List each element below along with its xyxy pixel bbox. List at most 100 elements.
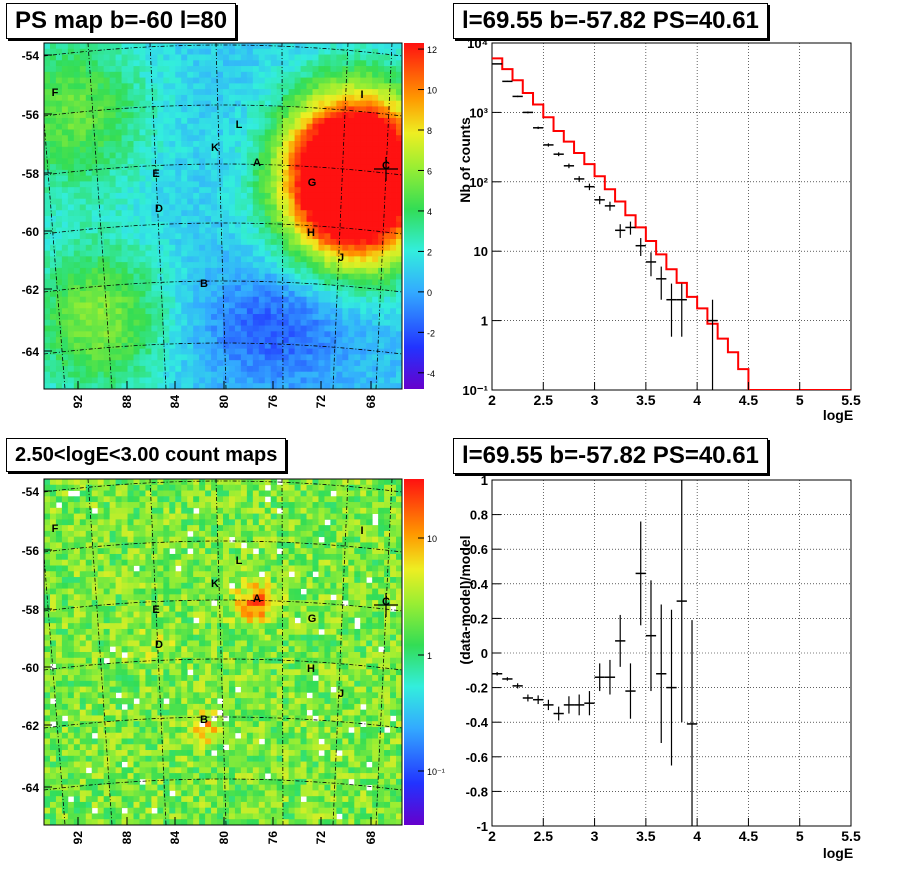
count-map-pixel (103, 582, 111, 589)
ps-map-pixel (360, 348, 367, 355)
ps-map-pixel (396, 377, 402, 384)
ps-map-pixel (246, 279, 254, 286)
ps-map-pixel (199, 285, 206, 292)
ps-map-pixel (366, 48, 373, 55)
ps-map-pixel (139, 89, 146, 96)
count-map-pixel (234, 479, 242, 486)
ps-map-pixel (282, 100, 290, 107)
ps-map-pixel (252, 169, 260, 177)
ps-map-pixel (193, 365, 200, 373)
ps-map-pixel (348, 181, 355, 188)
ps-map-pixel (306, 181, 313, 188)
count-map-pixel (109, 525, 116, 532)
ps-map-pixel (44, 244, 51, 251)
ps-map-pixel (228, 273, 236, 280)
ps-map-pixel (276, 377, 284, 384)
ps-map-pixel (318, 100, 325, 107)
ps-map-pixel (330, 94, 337, 102)
ps-map-pixel (270, 60, 278, 67)
count-map-pixel (85, 588, 93, 595)
count-map-pixel (91, 490, 99, 497)
ps-map-pixel (300, 348, 307, 355)
ps-map-pixel (342, 216, 349, 223)
count-map-pixel (175, 600, 182, 607)
ps-map-pixel (348, 123, 355, 130)
count-map-pixel (97, 502, 105, 509)
ps-map-pixel (217, 129, 224, 136)
count-map-pixel (342, 507, 349, 514)
ps-map-pixel (330, 273, 337, 280)
count-map-pixel (258, 496, 266, 503)
count-map-pixel (276, 553, 284, 561)
count-map-pixel (91, 530, 99, 538)
ps-map-pixel (234, 325, 242, 332)
ps-map-pixel (330, 152, 337, 159)
count-map-pixel (169, 507, 176, 514)
ps-map-pixel (330, 204, 337, 211)
count-map-pixel (79, 525, 87, 532)
ps-map-pixel (234, 146, 242, 153)
ps-map-pixel (228, 302, 236, 309)
ps-map-pixel (103, 377, 111, 384)
ps-map-pixel (73, 244, 81, 251)
ps-map-pixel (91, 60, 99, 67)
count-map-pixel (103, 548, 111, 555)
count-map-pixel (306, 490, 313, 497)
ps-map-pixel (199, 71, 206, 78)
count-map-pixel (157, 594, 164, 601)
ps-map-pixel (157, 187, 164, 194)
ps-map-pixel (294, 112, 301, 119)
ps-map-pixel (354, 94, 361, 102)
ps-map-pixel (264, 267, 272, 275)
ps-map-pixel (157, 94, 164, 102)
count-map-pixel (151, 525, 158, 532)
ps-map-pixel (85, 48, 93, 55)
ps-map-pixel (396, 337, 402, 344)
ps-map-pixel (228, 204, 236, 211)
ps-map-pixel (115, 48, 122, 55)
ps-map-pixel (258, 244, 266, 251)
ps-map-pixel (67, 129, 75, 136)
ps-map-pixel (378, 204, 385, 211)
ps-map-pixel (127, 354, 134, 361)
ps-map-pixel (384, 112, 391, 119)
count-map-pixel (294, 484, 301, 491)
ps-map-pixel (211, 239, 218, 246)
ps-map-pixel (378, 169, 385, 177)
ps-map-pixel (312, 371, 319, 378)
count-map-pixel (252, 605, 260, 613)
ps-map-pixel (390, 106, 397, 113)
ps-map-pixel (246, 106, 254, 113)
ps-map-pixel (360, 285, 367, 292)
ps-map-pixel (252, 337, 260, 344)
count-map-pixel (354, 582, 361, 589)
count-map-pixel (49, 600, 57, 607)
count-map-pixel (336, 553, 343, 561)
ps-map-pixel (73, 377, 81, 384)
ps-map-pixel (217, 100, 224, 107)
ps-map-pixel (342, 348, 349, 355)
ps-map-pixel (396, 383, 402, 389)
ps-map-pixel (115, 227, 122, 234)
ps-map-pixel (193, 377, 200, 384)
ps-map-pixel (151, 43, 158, 50)
ps-map-pixel (336, 262, 343, 269)
ps-map-pixel (85, 267, 93, 275)
ps-map-pixel (109, 198, 116, 205)
count-map-pixel (306, 605, 313, 613)
ps-map-pixel (384, 216, 391, 223)
ps-map-pixel (217, 198, 224, 205)
count-map-pixel (181, 559, 188, 566)
ps-map-pixel (199, 216, 206, 223)
ps-map-pixel (217, 256, 224, 263)
ps-map-pixel (264, 175, 272, 182)
ps-map-pixel (103, 342, 111, 350)
ps-map-pixel (139, 141, 146, 148)
ps-map-pixel (276, 331, 284, 338)
ps-map-pixel (318, 308, 325, 315)
ps-map-pixel (91, 94, 99, 102)
ps-map-pixel (228, 100, 236, 107)
count-map-pixel (79, 582, 87, 589)
count-map-pixel (151, 530, 158, 538)
ps-map-pixel (384, 337, 391, 344)
